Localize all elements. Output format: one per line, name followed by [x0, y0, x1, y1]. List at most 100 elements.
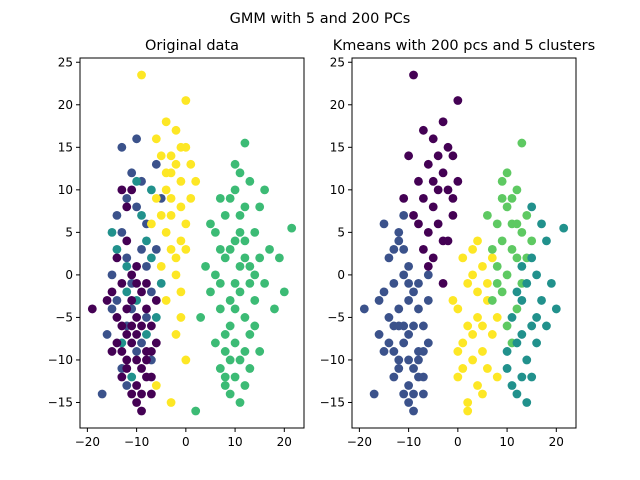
x-tick-label: −20 — [347, 435, 372, 449]
data-point — [270, 304, 279, 314]
data-point — [137, 406, 146, 416]
data-point — [418, 321, 428, 331]
data-point — [191, 176, 201, 186]
data-point — [502, 321, 512, 331]
data-point — [532, 313, 542, 322]
data-point — [487, 330, 497, 339]
data-point — [117, 372, 127, 382]
data-point — [181, 355, 191, 365]
data-point — [255, 253, 265, 263]
data-point — [399, 389, 409, 399]
data-point — [235, 168, 245, 178]
data-point — [151, 381, 161, 390]
data-point — [418, 244, 428, 254]
data-point — [146, 347, 156, 356]
data-point — [389, 372, 399, 382]
data-point — [438, 279, 448, 288]
data-point — [220, 210, 230, 220]
data-point — [250, 270, 260, 280]
data-point — [87, 304, 97, 314]
data-point — [127, 168, 137, 178]
data-point — [117, 321, 127, 331]
y-tick-label: −10 — [48, 353, 73, 367]
data-point — [181, 96, 191, 105]
plot-title: Original data — [145, 38, 239, 54]
series-3 — [137, 70, 201, 407]
data-point — [225, 193, 235, 203]
data-point — [260, 279, 270, 288]
data-point — [171, 125, 181, 135]
data-point — [384, 338, 394, 348]
data-point — [423, 159, 433, 169]
data-point — [122, 202, 132, 212]
data-point — [225, 389, 235, 399]
data-point — [215, 244, 225, 254]
x-tick-label: −10 — [124, 435, 149, 449]
data-point — [482, 210, 492, 220]
data-point — [142, 355, 151, 365]
data-point — [453, 372, 463, 382]
data-point — [166, 210, 176, 220]
data-point — [137, 364, 146, 373]
data-point — [423, 338, 433, 348]
data-point — [409, 389, 418, 399]
data-point — [404, 261, 414, 271]
y-tick-label: 15 — [58, 140, 73, 154]
data-point — [418, 125, 428, 135]
data-point — [517, 227, 527, 237]
data-point — [122, 261, 132, 271]
data-point — [463, 398, 473, 407]
data-point — [492, 261, 502, 271]
data-point — [527, 253, 537, 263]
data-point — [487, 244, 497, 254]
data-point — [389, 321, 399, 331]
data-point — [235, 287, 245, 297]
data-point — [245, 176, 255, 186]
data-point — [181, 244, 191, 254]
data-point — [359, 304, 369, 314]
data-point — [102, 330, 112, 339]
data-point — [186, 193, 196, 203]
data-point — [255, 202, 265, 212]
data-point — [374, 296, 384, 305]
data-point — [399, 193, 409, 203]
data-point — [265, 244, 274, 254]
data-point — [473, 313, 482, 322]
data-point — [527, 202, 537, 212]
data-point — [428, 202, 438, 212]
data-point — [492, 313, 502, 322]
data-point — [443, 142, 453, 152]
data-point — [389, 244, 399, 254]
data-point — [142, 304, 151, 314]
data-point — [107, 287, 117, 297]
data-point — [151, 296, 161, 305]
data-point — [438, 117, 448, 127]
y-tick-label: −15 — [320, 395, 345, 409]
series-3 — [482, 138, 537, 348]
data-point — [191, 406, 201, 416]
y-tick-label: −5 — [327, 310, 345, 324]
data-point — [507, 193, 517, 203]
data-point — [502, 364, 512, 373]
data-point — [463, 406, 473, 416]
data-point — [423, 270, 433, 280]
data-point — [255, 347, 265, 356]
data-point — [250, 227, 260, 237]
data-point — [517, 296, 527, 305]
data-point — [512, 389, 522, 399]
data-point — [522, 210, 532, 220]
axes-frame — [79, 57, 305, 429]
data-point — [151, 338, 161, 348]
data-point — [225, 244, 235, 254]
data-point — [274, 253, 284, 263]
data-point — [418, 389, 428, 399]
data-point — [132, 355, 142, 365]
data-point — [245, 364, 255, 373]
data-point — [240, 313, 250, 322]
data-point — [463, 279, 473, 288]
data-point — [161, 117, 171, 127]
data-point — [414, 355, 423, 365]
data-point — [137, 389, 146, 399]
data-point — [448, 151, 458, 161]
